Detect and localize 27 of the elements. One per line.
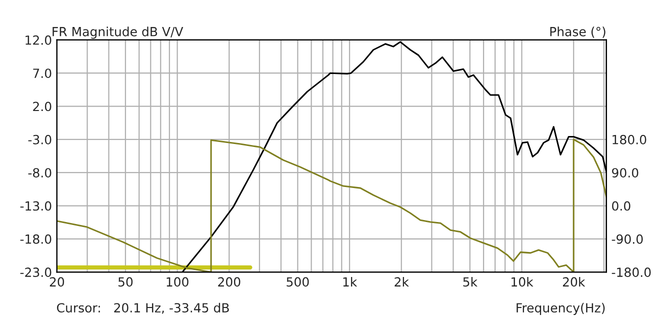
y2-axis-title: Phase (°) <box>550 26 606 38</box>
y-tick-label: 12.0 <box>26 35 52 45</box>
text: Cursor: 20.1 Hz, -33.45 dB <box>56 302 229 314</box>
y2-tick-label: 0.0 <box>612 201 630 211</box>
y-tick-label: -23.0 <box>20 268 52 278</box>
y-tick-label: 2.0 <box>33 102 52 112</box>
y-tick-label: -3.0 <box>28 134 52 144</box>
x-tick-label: 500 <box>286 277 309 287</box>
x-tick-label: 50 <box>118 277 133 287</box>
y2-tick-label: -90.0 <box>612 234 643 244</box>
x-tick-label: 5k <box>463 276 478 287</box>
x-tick-label: 2k <box>394 276 409 286</box>
x-tick-label: 20k <box>562 276 586 287</box>
y2-tick-label: -180.0 <box>612 268 651 278</box>
y-tick-label: -13.0 <box>20 201 52 211</box>
y-tick-label: -18.0 <box>20 234 52 244</box>
y-axis-title: FR Magnitude dB V/V <box>52 26 184 39</box>
x-tick-label: 100 <box>166 277 188 287</box>
y2-tick-label: 90.0 <box>612 168 638 178</box>
x-tick-label: 200 <box>218 277 240 287</box>
x-tick-label: 1k <box>343 276 358 286</box>
y-tick-label: 7.0 <box>33 68 52 78</box>
y-tick-label: -8.0 <box>28 168 52 178</box>
x-axis-title: Frequency(Hz) <box>516 302 605 315</box>
x-tick-label: 20 <box>50 277 64 287</box>
x-tick-label: 10k <box>512 276 534 287</box>
y2-tick-label: 180.0 <box>612 134 646 144</box>
